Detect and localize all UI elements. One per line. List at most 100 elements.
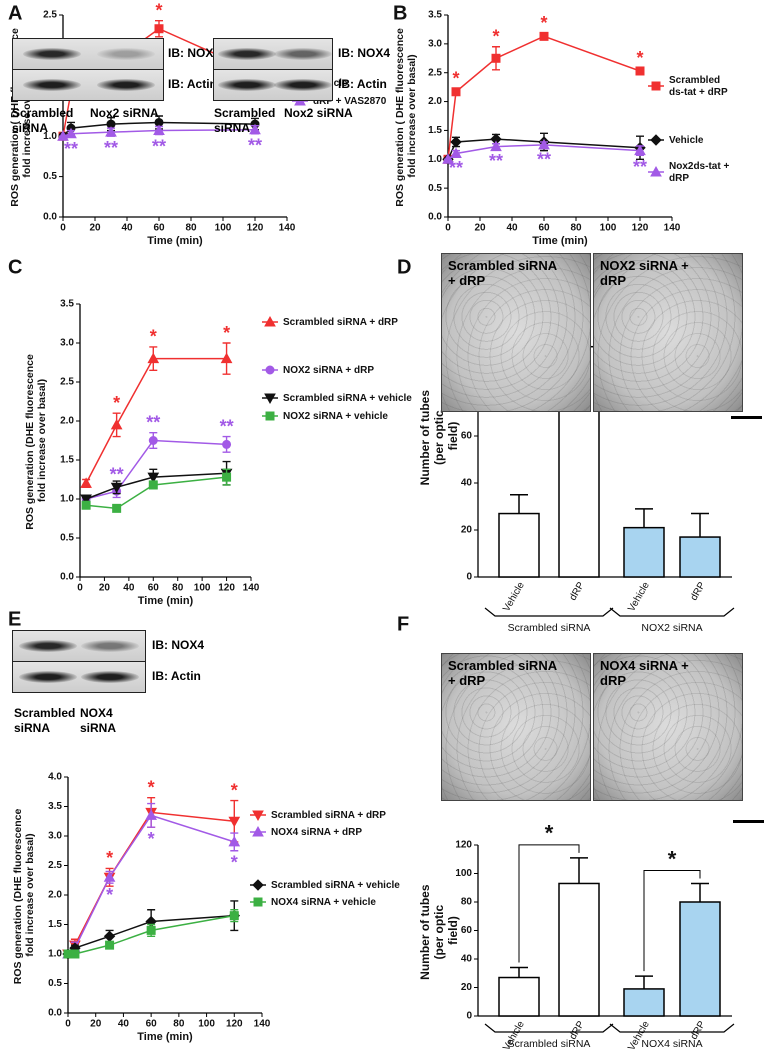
marker bbox=[81, 500, 91, 510]
legend-label: dRP + VAS2870 bbox=[313, 96, 387, 107]
panel-label: E bbox=[8, 608, 21, 630]
group-label: Scrambled siRNA bbox=[508, 1038, 591, 1050]
significance: ** bbox=[537, 149, 551, 169]
significance: * bbox=[148, 829, 155, 849]
group-bracket bbox=[484, 1023, 614, 1033]
significance: ** bbox=[146, 412, 160, 432]
x-tick-label: 100 bbox=[194, 583, 211, 594]
blot-row bbox=[13, 661, 145, 692]
y-tick-label: 80 bbox=[461, 897, 473, 908]
y-tick-label: 60 bbox=[461, 431, 473, 442]
y-tick-label: 0.5 bbox=[43, 171, 57, 182]
marker bbox=[103, 871, 116, 882]
bar bbox=[679, 536, 721, 578]
x-tick-label: 20 bbox=[99, 583, 111, 594]
x-axis-title: Time (min) bbox=[147, 235, 203, 247]
legend-marker bbox=[252, 879, 264, 891]
y-tick-label: 2.0 bbox=[428, 96, 442, 107]
error-bar bbox=[691, 882, 709, 902]
error-bar bbox=[635, 508, 653, 528]
bar bbox=[558, 882, 600, 1017]
significance: * bbox=[223, 323, 230, 343]
marker bbox=[634, 144, 646, 156]
marker bbox=[222, 472, 232, 482]
x-tick-label: dRP bbox=[689, 580, 708, 603]
marker bbox=[80, 494, 92, 506]
y-tick-label: 2.5 bbox=[43, 10, 57, 21]
y-tick-label: 20 bbox=[461, 525, 473, 536]
significance: ** bbox=[633, 157, 647, 177]
x-axis-title: Time (min) bbox=[137, 1031, 193, 1043]
blot-row bbox=[214, 69, 332, 100]
panel-label: B bbox=[393, 2, 407, 24]
significance: * bbox=[636, 48, 643, 68]
x-tick-label: 140 bbox=[243, 583, 260, 594]
comparison-bracket bbox=[518, 844, 580, 963]
x-tick-label: 20 bbox=[90, 1019, 102, 1030]
y-axis-title: Number of tubes (per optic field) bbox=[418, 387, 460, 486]
scale-bar bbox=[731, 416, 762, 419]
bar bbox=[498, 976, 540, 1017]
x-tick-label: 80 bbox=[172, 583, 184, 594]
x-tick-label: 40 bbox=[123, 583, 135, 594]
significance: ** bbox=[110, 465, 124, 485]
legend-label: Vehicle bbox=[669, 135, 704, 146]
significance: * bbox=[452, 69, 459, 89]
marker bbox=[147, 352, 160, 364]
y-tick-label: 0.0 bbox=[60, 572, 74, 583]
marker bbox=[110, 482, 123, 494]
marker bbox=[105, 126, 117, 137]
significance: * bbox=[106, 848, 113, 868]
legend-label: Scrambled siRNA + dRP bbox=[271, 810, 386, 821]
x-tick-label: 60 bbox=[153, 223, 165, 234]
y-tick-label: 1.0 bbox=[60, 494, 74, 505]
x-tick-label: 100 bbox=[600, 223, 617, 234]
blot-label: IB: NOX4 bbox=[152, 638, 205, 652]
micrograph-caption: Scrambled siRNA + dRP bbox=[448, 658, 557, 688]
x-tick-label: 140 bbox=[664, 223, 681, 234]
error-bar bbox=[691, 512, 709, 538]
marker bbox=[450, 147, 462, 159]
y-tick-label: 1.5 bbox=[48, 919, 62, 930]
marker bbox=[538, 138, 550, 150]
comparison-bracket bbox=[643, 869, 701, 972]
bar bbox=[498, 512, 540, 578]
x-tick-label: 120 bbox=[218, 583, 235, 594]
x-tick-label: 40 bbox=[121, 223, 133, 234]
panel-label: C bbox=[8, 256, 22, 278]
x-tick-label: 20 bbox=[89, 223, 101, 234]
lane-label: Scrambled siRNA bbox=[14, 706, 76, 735]
error-bar bbox=[570, 857, 588, 884]
group-label: NOX4 siRNA bbox=[641, 1038, 702, 1050]
lane-label: Scrambled siRNA bbox=[214, 106, 276, 135]
marker bbox=[110, 418, 123, 430]
significance: * bbox=[148, 777, 155, 797]
series-line bbox=[85, 357, 227, 484]
x-tick-label: 60 bbox=[146, 1019, 158, 1030]
y-tick-label: 1.5 bbox=[60, 455, 74, 466]
marker bbox=[153, 124, 165, 136]
y-tick-label: 2.5 bbox=[48, 860, 62, 871]
marker bbox=[539, 31, 549, 41]
x-tick-label: 100 bbox=[215, 223, 232, 234]
panel-label: A bbox=[8, 2, 22, 24]
marker bbox=[80, 477, 92, 488]
group-bracket bbox=[609, 607, 735, 617]
y-tick-label: 1.0 bbox=[48, 949, 62, 960]
marker bbox=[65, 127, 77, 139]
lane-label: Scrambled siRNA bbox=[12, 106, 74, 135]
legend-label: NOX4 siRNA + vehicle bbox=[271, 897, 376, 908]
y-tick-label: 0.0 bbox=[48, 1008, 62, 1019]
legend-label: NOX2 siRNA + vehicle bbox=[283, 411, 388, 422]
y-tick-label: 1.5 bbox=[428, 125, 442, 136]
panel-label: D bbox=[397, 256, 411, 278]
scale-bar bbox=[733, 820, 764, 823]
legend-marker bbox=[265, 365, 275, 375]
y-axis-title: Number of tubes (per optic field) bbox=[418, 881, 460, 980]
legend-marker bbox=[264, 393, 276, 405]
series-line bbox=[85, 439, 227, 500]
series-line bbox=[86, 476, 227, 510]
y-tick-label: 20 bbox=[461, 982, 473, 993]
lane-label: NOX4 siRNA bbox=[80, 706, 117, 735]
